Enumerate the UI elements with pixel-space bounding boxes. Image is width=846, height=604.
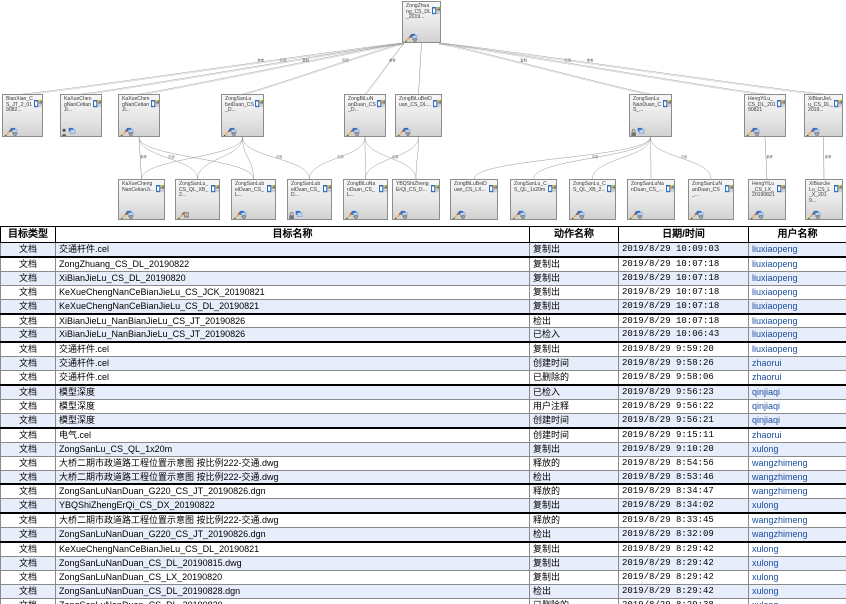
svg-text:引用: 引用 xyxy=(342,57,349,62)
svg-text:复制: 复制 xyxy=(302,57,309,62)
svg-text:参考: 参考 xyxy=(825,154,832,159)
svg-text:引用: 引用 xyxy=(276,154,282,159)
svg-text:衍生: 衍生 xyxy=(280,57,287,62)
svg-text:参考: 参考 xyxy=(389,57,396,62)
svg-text:引用: 引用 xyxy=(168,154,174,159)
svg-text:引用: 引用 xyxy=(392,154,398,159)
svg-text:引用: 引用 xyxy=(592,154,598,159)
svg-text:参考: 参考 xyxy=(257,57,264,62)
svg-text:复制: 复制 xyxy=(520,57,527,62)
svg-text:引用: 引用 xyxy=(681,154,687,159)
svg-text:引用: 引用 xyxy=(337,154,343,159)
svg-text:参考: 参考 xyxy=(587,57,594,62)
svg-text:参考: 参考 xyxy=(140,154,147,159)
svg-text:参考: 参考 xyxy=(766,154,773,159)
